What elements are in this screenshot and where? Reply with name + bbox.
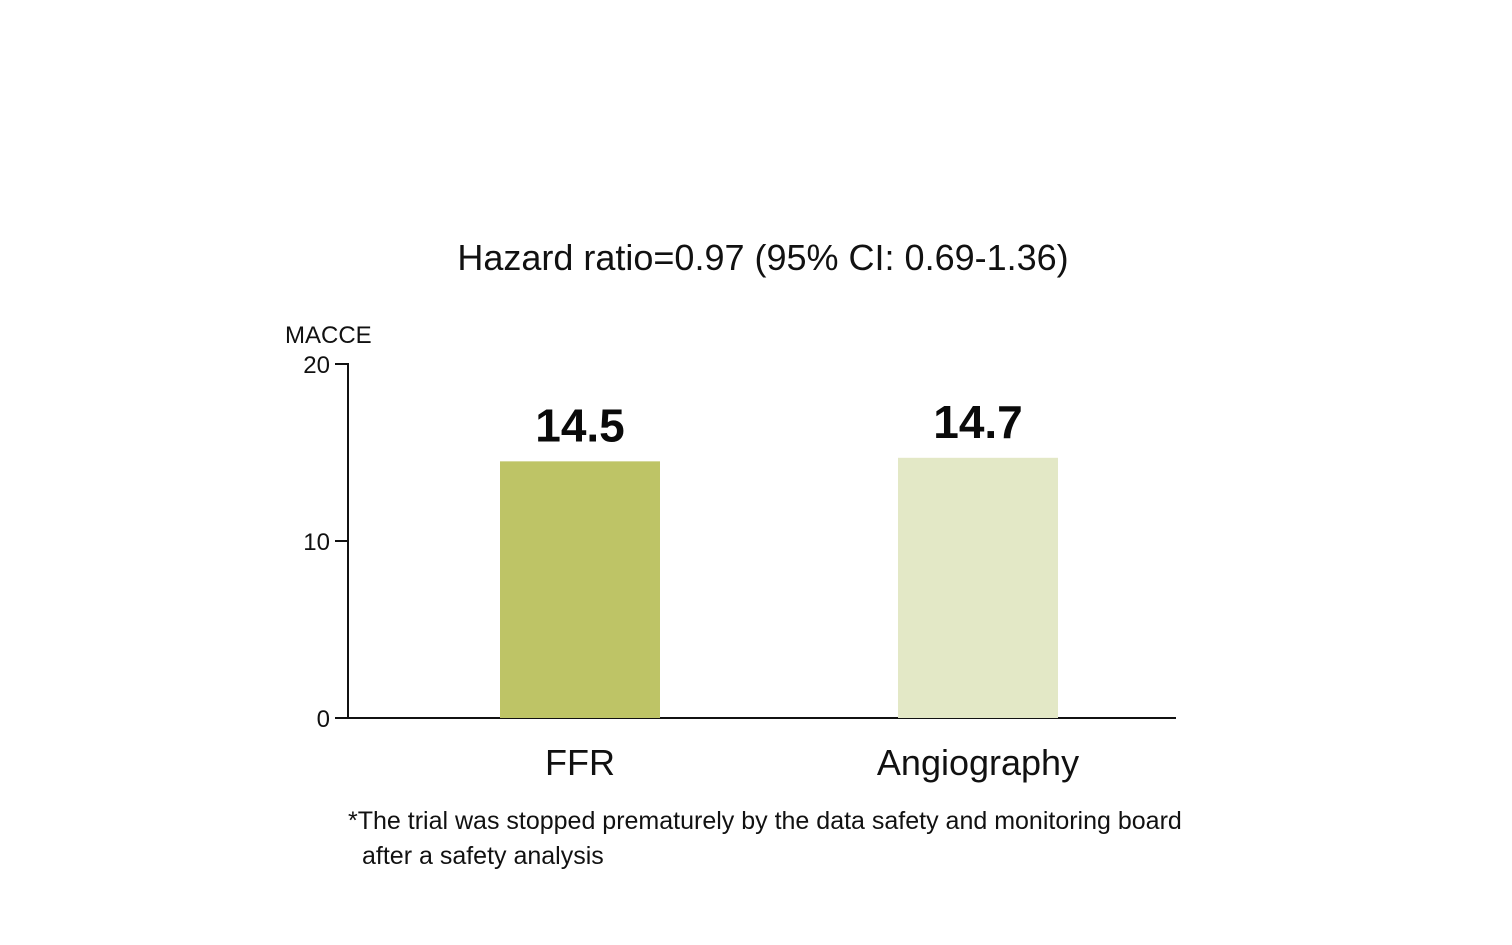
- category-labels: FFR Angiography: [545, 742, 1079, 783]
- value-labels: 14.5 14.7: [535, 396, 1023, 452]
- y-tick-label: 0: [317, 706, 330, 733]
- category-label: FFR: [545, 742, 615, 783]
- footnote-line-1: *The trial was stopped prematurely by th…: [348, 807, 1182, 835]
- category-label: Angiography: [877, 742, 1079, 783]
- y-tick-label: 20: [303, 352, 330, 379]
- footnote-line-2: after a safety analysis: [362, 842, 604, 870]
- value-label: 14.7: [933, 396, 1023, 448]
- y-tick-label: 10: [303, 529, 330, 556]
- y-ticks: 0 10 20: [303, 352, 349, 733]
- bars: [500, 457, 1058, 718]
- y-axis-label: MACCE: [285, 322, 372, 349]
- value-label: 14.5: [535, 399, 625, 451]
- bar-ffr: [500, 461, 660, 718]
- chart-title: Hazard ratio=0.97 (95% CI: 0.69-1.36): [457, 237, 1068, 278]
- bar-angiography: [898, 457, 1058, 718]
